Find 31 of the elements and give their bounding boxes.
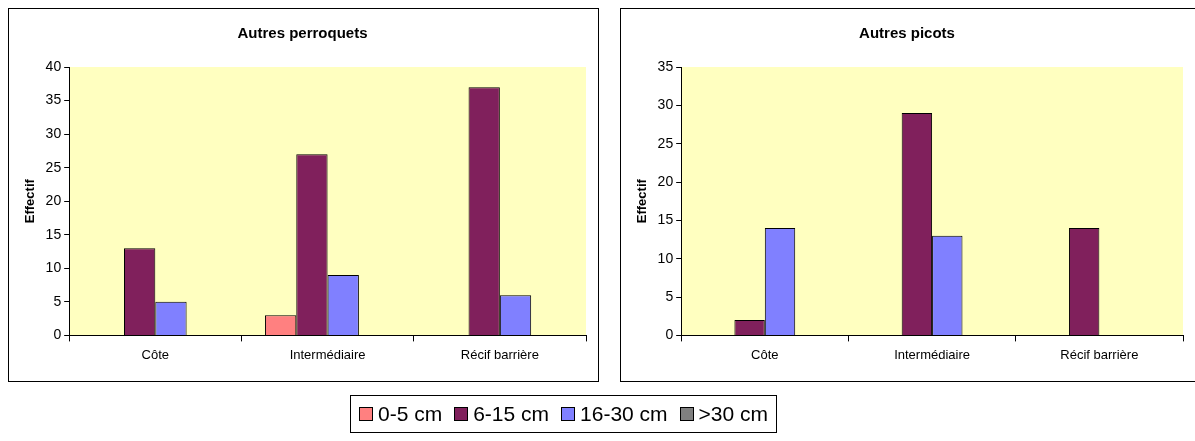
y-tick-label: 0 (665, 326, 674, 343)
y-tick-label: 35 (45, 91, 62, 108)
y-tick-label: 30 (45, 124, 62, 141)
y-tick-label: 35 (657, 57, 674, 74)
x-tick-label: Intermédiaire (289, 346, 366, 362)
y-tick-label: 10 (657, 249, 674, 266)
y-tick-label: 5 (53, 292, 62, 309)
y-tick-label: 10 (45, 259, 62, 276)
chart-title: Autres picots (859, 24, 955, 42)
chart-title: Autres perroquets (237, 24, 368, 42)
y-tick-label: 20 (45, 192, 62, 209)
legend-label: 16-30 cm (580, 402, 668, 426)
y-tick-label: 15 (657, 211, 674, 228)
y-tick-label: 40 (45, 57, 62, 74)
y-tick-label: 15 (45, 225, 62, 242)
y-tick-label: 20 (657, 172, 674, 189)
y-tick-label: 25 (45, 158, 62, 175)
x-tick-label: Récif barrière (460, 346, 539, 362)
y-tick-label: 25 (657, 134, 674, 151)
y-axis-title: Effectif (22, 178, 38, 224)
x-tick-label: Récif barrière (1060, 346, 1139, 362)
x-tick-label: Côte (751, 346, 779, 362)
y-tick-label: 5 (665, 287, 674, 304)
y-tick-label: 0 (53, 326, 62, 343)
y-tick-label: 30 (657, 96, 674, 113)
legend-label: 0-5 cm (378, 402, 443, 426)
y-axis-title: Effectif (634, 178, 650, 224)
x-tick-label: Intermédiaire (894, 346, 971, 362)
x-tick-label: Côte (141, 346, 170, 362)
legend-label: 6-15 cm (473, 402, 550, 426)
legend-label: >30 cm (698, 402, 769, 426)
